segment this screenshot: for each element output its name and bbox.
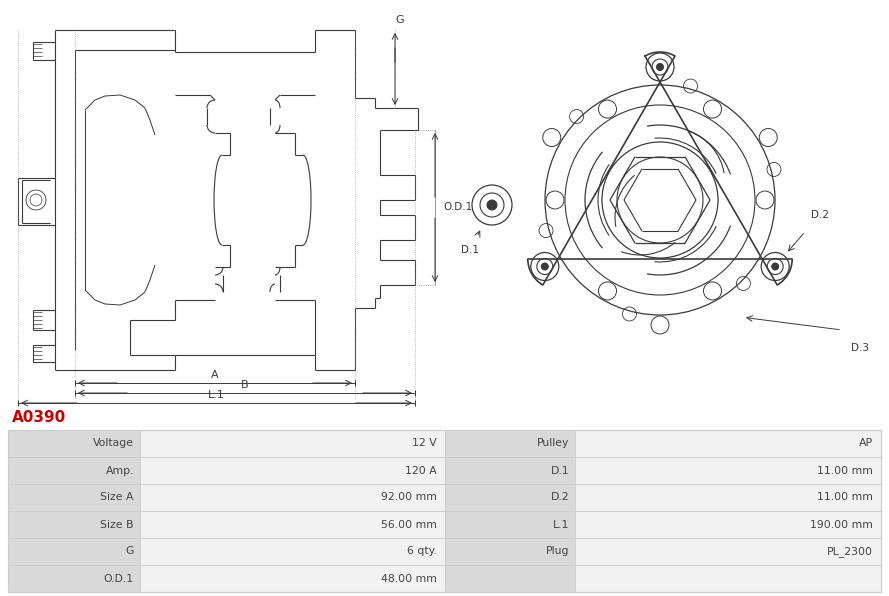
Text: D.3: D.3: [851, 343, 869, 353]
Text: D.1: D.1: [550, 465, 569, 476]
Bar: [445, 538, 575, 565]
Circle shape: [541, 263, 549, 270]
Bar: [575, 565, 881, 592]
Text: 11.00 mm: 11.00 mm: [817, 465, 873, 476]
Text: A: A: [212, 370, 219, 380]
Text: PL_2300: PL_2300: [827, 546, 873, 557]
Text: D.2: D.2: [550, 492, 569, 502]
Bar: [575, 511, 881, 538]
Circle shape: [487, 200, 497, 210]
Bar: [445, 484, 575, 511]
Text: 56.00 mm: 56.00 mm: [381, 520, 437, 529]
Text: 190.00 mm: 190.00 mm: [810, 520, 873, 529]
Circle shape: [772, 263, 779, 270]
Circle shape: [656, 64, 663, 70]
Bar: [8, 457, 140, 484]
Bar: [575, 430, 881, 457]
Text: L.1: L.1: [207, 390, 224, 400]
Bar: [445, 430, 575, 457]
Text: O.D.1: O.D.1: [444, 202, 473, 212]
Bar: [445, 565, 575, 592]
Text: D.1: D.1: [461, 245, 479, 255]
Bar: [8, 565, 140, 592]
Text: D.2: D.2: [811, 210, 829, 219]
Bar: [575, 457, 881, 484]
Bar: [8, 484, 140, 511]
Bar: [575, 484, 881, 511]
Text: O.D.1: O.D.1: [104, 573, 134, 583]
Bar: [8, 511, 140, 538]
Text: Size A: Size A: [100, 492, 134, 502]
Bar: [445, 457, 575, 484]
Bar: [140, 457, 445, 484]
Text: AP: AP: [859, 439, 873, 449]
Text: 120 A: 120 A: [405, 465, 437, 476]
Text: Size B: Size B: [100, 520, 134, 529]
Bar: [140, 538, 445, 565]
Bar: [445, 511, 575, 538]
Text: A0390: A0390: [12, 411, 67, 426]
Text: 12 V: 12 V: [412, 439, 437, 449]
Text: 48.00 mm: 48.00 mm: [381, 573, 437, 583]
Bar: [8, 538, 140, 565]
Text: 11.00 mm: 11.00 mm: [817, 492, 873, 502]
Text: Plug: Plug: [546, 547, 569, 557]
Bar: [575, 538, 881, 565]
Text: L.1: L.1: [553, 520, 569, 529]
Text: Pulley: Pulley: [537, 439, 569, 449]
Text: Voltage: Voltage: [93, 439, 134, 449]
Text: G: G: [396, 15, 404, 25]
Text: 6 qty.: 6 qty.: [407, 547, 437, 557]
Bar: [140, 565, 445, 592]
Bar: [8, 430, 881, 592]
Text: 92.00 mm: 92.00 mm: [381, 492, 437, 502]
Bar: [140, 511, 445, 538]
Bar: [140, 430, 445, 457]
Text: B: B: [241, 380, 249, 390]
Bar: [140, 484, 445, 511]
Text: Amp.: Amp.: [106, 465, 134, 476]
Text: G: G: [125, 547, 134, 557]
Bar: [8, 430, 140, 457]
